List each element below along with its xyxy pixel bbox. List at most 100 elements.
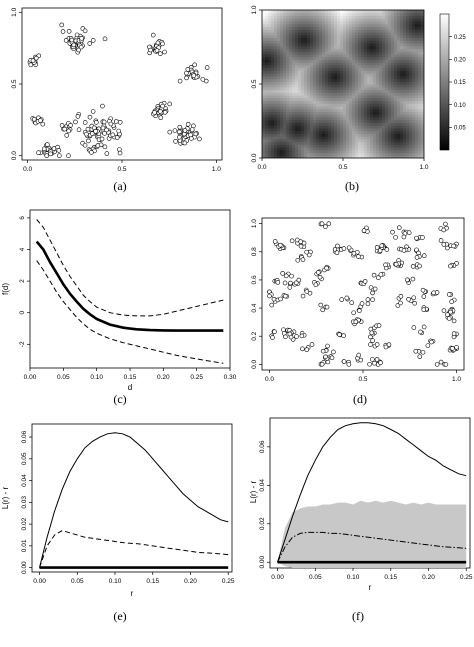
heatmap-cell [412,111,416,115]
heatmap-cell [265,144,269,148]
heatmap-cell [358,105,362,110]
heatmap-cell [268,70,272,74]
heatmap-cell [409,89,413,93]
heatmap-cell [421,114,424,118]
heatmap-cell [364,97,368,102]
heatmap-cell [373,20,377,25]
heatmap-cell [385,20,389,25]
heatmap-cell [277,29,281,33]
heatmap-cell [325,133,329,137]
heatmap-cell [346,31,350,36]
heatmap-cell [271,48,275,52]
heatmap-cell [394,26,398,30]
heatmap-cell [295,125,299,129]
heatmap-cell [271,18,275,22]
heatmap-cell [316,37,320,41]
heatmap-cell [358,103,362,107]
heatmap-cell [298,97,302,102]
heatmap-cell [385,138,389,143]
heatmap-cell [304,26,308,30]
heatmap-cell [346,56,350,60]
heatmap-cell [379,155,383,158]
data-point [158,51,163,57]
heatmap-cell [310,144,314,148]
heatmap-cell [406,67,410,71]
heatmap-cell [286,133,290,137]
heatmap-cell [322,62,326,66]
heatmap-cell [316,144,320,148]
heatmap-cell [328,64,332,69]
heatmap-cell [325,147,329,151]
heatmap-cell [286,86,290,91]
heatmap-cell [286,62,290,66]
heatmap-cell [361,26,365,30]
heatmap-cell [298,37,302,41]
x-tick-label: 1.0 [452,376,461,383]
series-line-dashdot [277,531,467,563]
heatmap-cell [370,84,374,88]
heatmap-cell [319,45,323,49]
heatmap-cell [418,116,422,121]
data-point [299,333,305,339]
heatmap-cell [271,100,275,104]
heatmap-cell [310,152,314,156]
heatmap-cell [373,114,377,118]
heatmap-cell [412,70,416,74]
heatmap-cell [379,75,383,80]
heatmap-cell [361,130,365,134]
y-tick-label: 0.0 [251,359,258,368]
heatmap-cell [391,29,395,33]
heatmap-cell [415,103,419,107]
heatmap-cell [346,122,350,126]
heatmap-cell [385,105,389,110]
data-point [318,302,324,308]
heatmap-cell [403,105,407,110]
heatmap-cell [406,114,410,118]
heatmap-cell [358,127,362,132]
heatmap-cell [319,147,323,151]
heatmap-cell [409,45,413,49]
heatmap-cell [406,155,410,158]
heatmap-cell [331,70,335,74]
heatmap-cell [271,81,275,85]
heatmap-cell [376,108,380,113]
heatmap-cell [355,29,359,33]
heatmap-cell [319,114,323,118]
heatmap-cell [343,20,347,25]
heatmap-cell [340,116,344,121]
heatmap-cell [343,12,347,17]
heatmap-cell [418,144,422,148]
heatmap-cell [406,133,410,137]
data-point [434,362,440,367]
heatmap-cell [316,119,320,123]
heatmap-cell [358,144,362,148]
heatmap-cell [295,64,299,69]
heatmap-cell [388,15,392,19]
heatmap-cell [364,70,368,74]
heatmap-cell [334,100,338,104]
heatmap-cell [274,48,278,52]
heatmap-cell [421,89,424,93]
heatmap-cell [403,45,407,49]
heatmap-cell [271,23,275,28]
heatmap-cell [421,147,424,151]
heatmap-cell [418,103,422,107]
heatmap-cell [331,12,335,17]
heatmap-cell [283,108,287,113]
data-point [329,355,335,361]
heatmap-cell [262,92,266,96]
heatmap-cell [349,37,353,41]
heatmap-cell [328,18,332,22]
heatmap-cell [295,122,299,126]
heatmap-cell [391,67,395,71]
heatmap-cell [388,133,392,137]
heatmap-cell [280,100,284,104]
heatmap-cell [373,133,377,137]
heatmap-cell [310,26,314,30]
heatmap-cell [394,94,398,99]
heatmap-cell [406,130,410,134]
heatmap-cell [325,70,329,74]
heatmap-cell [406,94,410,99]
heatmap-cell [364,26,368,30]
